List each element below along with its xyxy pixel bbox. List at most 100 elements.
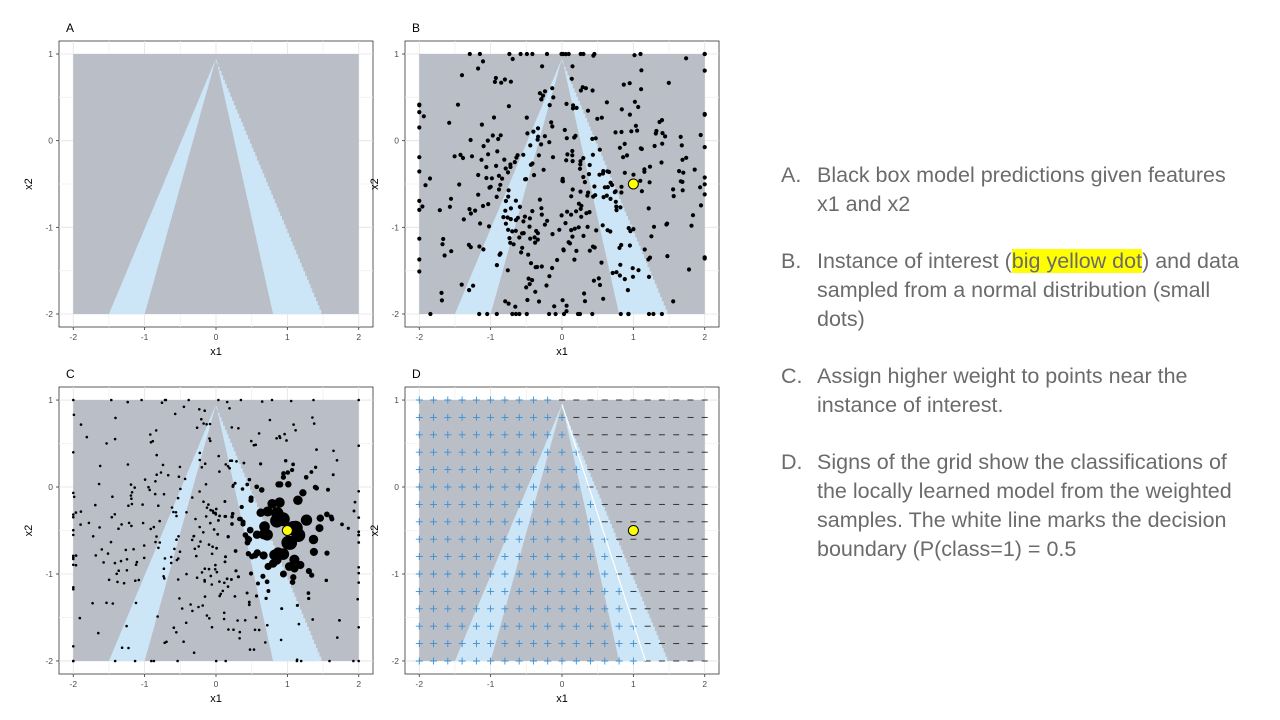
sample-point [461,217,466,222]
weighted-sample-point [228,407,231,410]
weighted-sample-point [233,549,238,553]
sample-point [659,160,664,165]
weighted-sample-point [224,555,227,559]
sample-point [484,175,489,181]
plus-sign [558,553,566,561]
plus-sign [444,448,452,456]
x-axis-label: x1 [556,346,568,358]
plus-sign [487,413,495,421]
plus-sign [558,535,566,543]
weighted-sample-point [106,552,110,555]
plus-sign [515,431,523,439]
sample-point [585,224,590,229]
sample-point [627,81,632,86]
weighted-sample-point [224,659,227,663]
note-b-highlight: big yellow dot [1011,249,1143,273]
plus-sign [558,483,566,491]
sample-point [572,257,577,262]
sample-point [630,266,635,271]
weighted-sample-point [312,484,318,490]
weighted-sample-point [198,451,202,455]
sample-point [547,274,552,279]
plus-sign [558,587,566,595]
weighted-sample-point [226,585,230,588]
sample-point [597,172,602,177]
weighted-sample-point [149,441,153,444]
weighted-sample-point [283,459,288,463]
weighted-sample-point [224,514,228,518]
classification-map [73,54,359,314]
plus-sign [530,553,537,561]
sample-point [550,265,555,271]
weighted-sample-point [185,572,188,576]
sample-point [679,143,684,148]
sample-point [428,311,433,317]
sample-point [476,192,481,197]
plus-sign [601,587,609,595]
sample-point [629,129,634,134]
plus-sign [487,587,495,595]
sample-point [702,145,707,150]
plus-sign [415,413,423,421]
plus-sign [430,535,437,543]
sample-point [702,256,707,261]
sample-point [642,247,647,252]
sample-point [584,211,589,216]
weighted-sample-point [178,550,182,553]
plus-sign [415,657,423,665]
plus-sign [544,483,552,491]
plus-sign [472,535,480,543]
sample-point [550,124,555,129]
plus-sign [572,622,580,630]
weighted-sample-point [134,601,138,605]
sample-point [508,240,513,245]
weighted-sample-point [159,471,163,474]
plus-sign [501,587,509,595]
weighted-sample-point [208,521,212,525]
weighted-sample-point [176,659,179,663]
weighted-sample-point [127,504,130,508]
decision-boundary-line [561,404,647,662]
plus-sign [530,605,537,613]
sample-point [562,127,567,133]
sample-point [539,264,544,269]
plus-sign [558,448,566,456]
plus-sign [487,553,495,561]
plus-sign [515,587,523,595]
weighted-sample-point [313,465,318,469]
weighted-sample-point [357,489,361,493]
plus-sign [458,553,466,561]
y-tick-label: 0 [48,136,53,146]
plus-sign [430,500,437,508]
weighted-sample-point [357,516,361,519]
sample-point [610,270,615,276]
sample-point [686,267,692,272]
plus-sign [587,553,594,561]
weighted-sample-point [158,541,162,544]
weighted-sample-point [254,616,258,619]
sample-point [531,129,536,134]
weighted-sample-point [290,574,297,581]
y-tick-label: 1 [48,395,53,405]
plus-sign [515,640,523,648]
plus-sign [515,413,523,421]
sample-point [527,282,532,287]
weighted-sample-point [329,516,335,522]
plus-sign [501,431,509,439]
sample-point [542,89,548,94]
sample-point [581,233,586,238]
sample-point [681,170,686,175]
weighted-sample-point [208,617,211,620]
weighted-sample-point [258,462,263,466]
weighted-sample-point [289,467,295,473]
axis-ticks: -2 -1 0 1 2 -2 -1 0 1 [391,395,707,689]
sample-point [572,135,577,140]
sample-point [608,196,613,201]
sample-point [510,229,515,234]
weighted-sample-point [353,500,357,504]
plus-sign [530,587,537,595]
weighted-sample-point [280,474,287,480]
weighted-sample-point [170,506,174,509]
sample-point [622,170,627,175]
sample-point [537,91,543,96]
